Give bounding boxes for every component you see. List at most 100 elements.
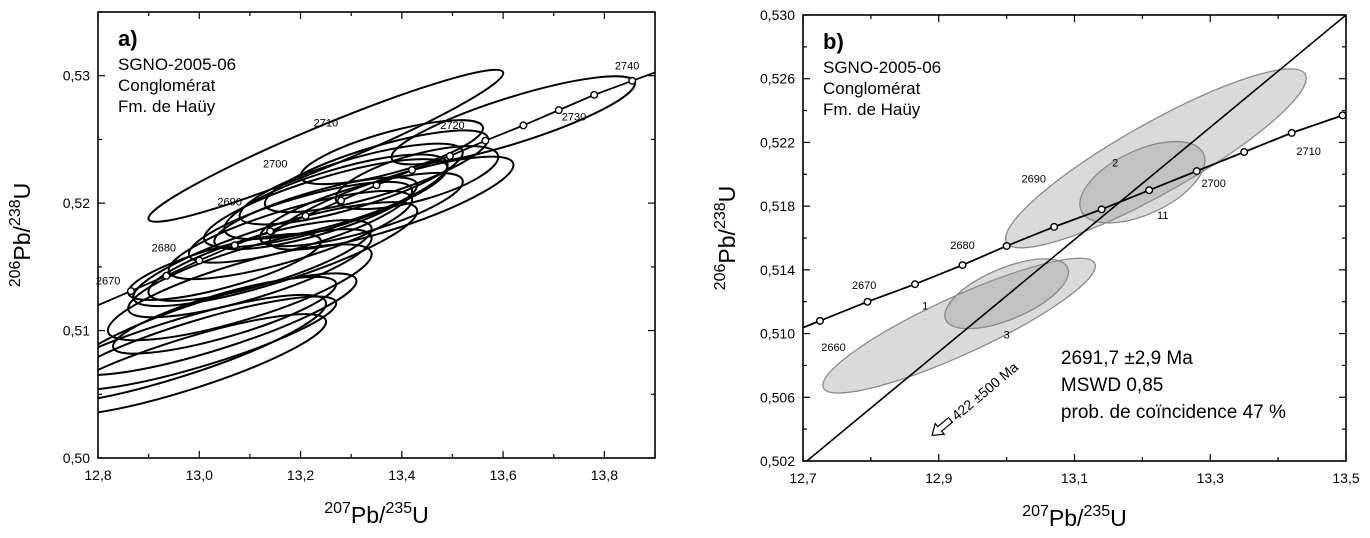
age-label: 2670 xyxy=(852,280,876,292)
arrow-icon xyxy=(931,416,954,436)
error-ellipse xyxy=(98,313,328,417)
y-tick-label: 0,53 xyxy=(63,68,90,84)
concordia-age-marker xyxy=(554,106,563,115)
plot-frame xyxy=(97,11,656,459)
x-tick-label: 12,8 xyxy=(84,467,111,483)
age-label: 2710 xyxy=(1296,146,1320,158)
age-label: 2720 xyxy=(440,120,464,132)
concordia-age-marker xyxy=(407,166,416,175)
plot-area xyxy=(98,68,655,417)
sample-info: Conglomérat xyxy=(118,76,216,95)
concordia-age-marker xyxy=(1240,147,1249,156)
y-tick-label: 0,50 xyxy=(63,450,90,466)
lower-intercept-label: 422 ±500 Ma xyxy=(948,359,1021,424)
error-ellipse xyxy=(1079,140,1206,224)
x-tick-label: 13,0 xyxy=(186,467,213,483)
concordia-age-marker xyxy=(162,271,171,280)
sample-info: Fm. de Haüy xyxy=(823,100,921,119)
x-tick-label: 12,7 xyxy=(789,470,816,486)
x-tick-label: 12,9 xyxy=(925,470,952,486)
concordia-age-marker xyxy=(958,261,967,270)
age-label: 2690 xyxy=(217,197,241,209)
x-axis-title: 207Pb/235U xyxy=(324,500,429,528)
x-tick-label: 13,5 xyxy=(1332,470,1359,486)
result-text: 2691,7 ±2,9 Ma xyxy=(1061,348,1193,369)
concordia-age-marker xyxy=(266,227,275,236)
age-label: 2690 xyxy=(1022,173,1046,185)
concordia-age-marker xyxy=(195,256,204,265)
result-text: MSWD 0,85 xyxy=(1061,375,1163,396)
age-label: 2700 xyxy=(1201,178,1225,190)
y-tick-label: 0,526 xyxy=(760,71,795,87)
age-label: 2680 xyxy=(152,243,176,255)
panel-label: a) xyxy=(118,26,138,51)
error-ellipse xyxy=(822,257,1097,394)
error-ellipse xyxy=(334,145,500,211)
error-ellipse xyxy=(112,275,338,355)
ellipse-label: 1 xyxy=(922,301,928,313)
y-axis-title: 206Pb/238U xyxy=(7,183,35,288)
error-ellipse xyxy=(147,68,505,223)
concordia-age-marker xyxy=(1002,241,1011,250)
sample-info: SGNO-2005-06 xyxy=(823,58,941,77)
y-axis-title: 206Pb/238U xyxy=(712,186,740,291)
age-label: 2730 xyxy=(562,111,586,123)
y-tick-label: 0,522 xyxy=(760,134,795,150)
concordia-age-marker xyxy=(1192,167,1201,176)
age-label: 2670 xyxy=(96,276,120,288)
concordia-age-marker xyxy=(445,151,454,160)
panel-label: b) xyxy=(823,29,844,54)
y-tick-label: 0,514 xyxy=(760,262,795,278)
plot-area xyxy=(803,15,1346,461)
ellipse-label: 3 xyxy=(1004,329,1010,341)
y-tick-label: 0,530 xyxy=(760,7,795,23)
concordia-curve xyxy=(803,113,1346,329)
concordia-age-marker xyxy=(481,136,490,145)
concordia-age-marker xyxy=(372,181,381,190)
sample-info: SGNO-2005-06 xyxy=(118,55,236,74)
error-ellipse xyxy=(944,258,1070,330)
concordia-age-marker xyxy=(1145,186,1154,195)
y-tick-label: 0,518 xyxy=(760,198,795,214)
concordia-age-marker xyxy=(519,121,528,130)
concordia-age-marker xyxy=(1338,111,1346,120)
age-label: 2680 xyxy=(950,240,974,252)
panel-a: 2670 2680 2690 2700 2710 2720 2730 2740 12,8 13,0… xyxy=(7,11,656,528)
x-tick-label: 13,1 xyxy=(1061,470,1088,486)
error-ellipse xyxy=(167,189,414,281)
concordia-age-marker xyxy=(337,196,346,205)
error-ellipse xyxy=(106,243,373,342)
age-label: 2710 xyxy=(314,118,338,130)
ellipse-label: 2 xyxy=(1112,157,1118,169)
error-ellipse xyxy=(268,155,515,251)
age-label: 2740 xyxy=(615,60,639,72)
x-tick-label: 13,2 xyxy=(287,467,314,483)
panel-b: 2660 2670 2680 2690 2700 2710 1 3 2 11 12,7 12,9 13,… xyxy=(712,7,1360,531)
error-ellipse xyxy=(258,171,464,248)
concordia-age-marker xyxy=(815,316,824,325)
sample-info: Conglomérat xyxy=(823,79,921,98)
y-tick-label: 0,52 xyxy=(63,195,90,211)
y-tick-label: 0,51 xyxy=(63,323,90,339)
x-tick-label: 13,6 xyxy=(489,467,516,483)
error-ellipse xyxy=(223,153,449,241)
x-tick-label: 13,3 xyxy=(1197,470,1224,486)
concordia-age-marker xyxy=(230,241,239,250)
y-tick-label: 0,502 xyxy=(760,453,795,469)
concordia-age-marker xyxy=(863,297,872,306)
concordia-age-marker xyxy=(301,211,310,220)
y-tick-label: 0,510 xyxy=(760,326,795,342)
concordia-age-marker xyxy=(590,90,599,99)
concordia-age-marker xyxy=(1287,128,1296,137)
intercept-arrow: 422 ±500 Ma xyxy=(931,359,1021,436)
concordia-age-marker xyxy=(910,280,919,289)
x-axis-title: 207Pb/235U xyxy=(1022,503,1127,531)
sample-info: Fm. de Haüy xyxy=(118,97,216,116)
x-tick-label: 13,8 xyxy=(591,467,618,483)
concordia-age-marker xyxy=(126,287,135,296)
error-ellipse xyxy=(98,293,328,406)
result-text: prob. de coïncidence 47 % xyxy=(1061,402,1286,423)
x-tick-label: 13,4 xyxy=(388,467,415,483)
age-label: 2700 xyxy=(263,158,287,170)
